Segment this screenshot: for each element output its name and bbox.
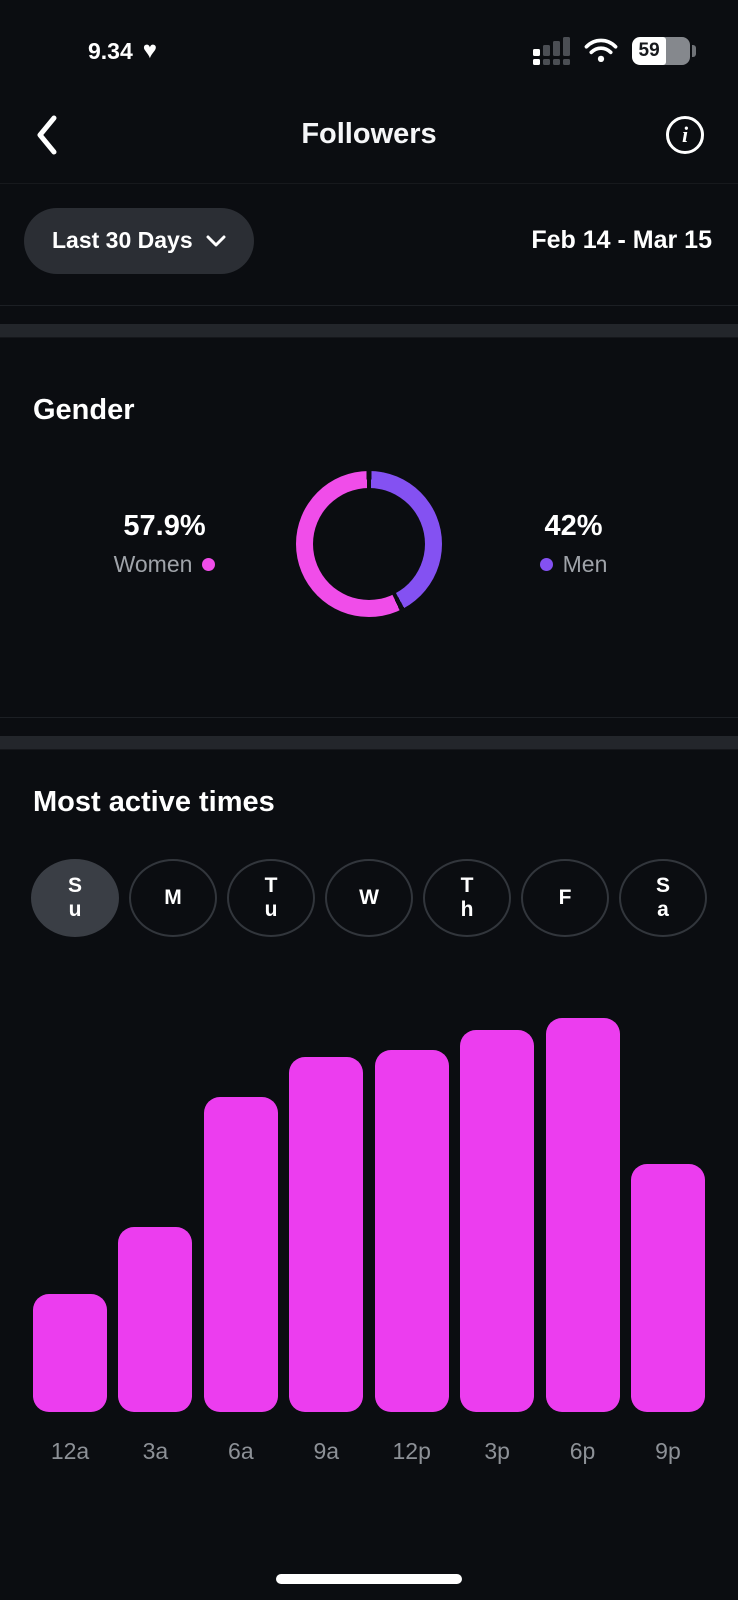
activity-bar <box>545 1018 620 1412</box>
day-pill-label: W <box>359 885 379 909</box>
day-pill-label: Tu <box>264 873 278 921</box>
gender-donut-hole <box>313 488 425 600</box>
day-pill-label: Sa <box>655 873 670 921</box>
bar-column-12p: 12p <box>374 1018 449 1465</box>
day-pill-sa[interactable]: Sa <box>619 859 707 937</box>
date-range-dropdown[interactable]: Last 30 Days <box>24 207 254 274</box>
gender-donut-chart <box>296 471 442 617</box>
cellular-signal-icon <box>533 37 570 65</box>
section-divider <box>0 717 738 750</box>
date-range-dropdown-label: Last 30 Days <box>52 227 193 253</box>
chevron-down-icon <box>206 235 226 246</box>
hour-axis-label: 9p <box>655 1438 681 1464</box>
activity-bar <box>33 1293 107 1412</box>
wifi-icon <box>584 38 618 63</box>
home-indicator[interactable] <box>276 1574 462 1584</box>
bar-column-3a: 3a <box>118 1018 193 1465</box>
filter-row: Last 30 Days Feb 14 - Mar 15 <box>0 184 738 305</box>
battery-icon: 59 <box>632 37 696 65</box>
most-active-times-title: Most active times <box>33 786 275 818</box>
day-pill-f[interactable]: F <box>521 859 609 937</box>
hour-axis-label: 12a <box>50 1438 90 1464</box>
activity-bar <box>630 1163 705 1412</box>
bar-column-9a: 9a <box>289 1018 364 1465</box>
bar-column-12a: 12a <box>33 1018 107 1465</box>
most-active-times-section: Most active times Su M Tu W Th F Sa 12a 3a 6a 9a 1… <box>0 750 738 1465</box>
battery-percent: 59 <box>632 37 667 65</box>
day-pill-tu[interactable]: Tu <box>227 859 315 937</box>
women-legend-dot <box>202 558 216 571</box>
bar-column-3p: 3p <box>460 1018 535 1465</box>
info-button[interactable]: i <box>666 115 704 154</box>
gender-section-title: Gender <box>33 394 135 426</box>
day-pill-label: Th <box>460 873 474 921</box>
status-bar: 9.34 ♥ 59 <box>0 0 738 86</box>
men-legend-dot <box>539 558 553 571</box>
hour-axis-label: 6p <box>569 1438 596 1464</box>
clock-time: 9.34 <box>88 37 133 64</box>
women-label: Women <box>113 551 193 577</box>
date-range-text: Feb 14 - Mar 15 <box>531 226 712 254</box>
page-title: Followers <box>301 118 437 150</box>
bar-column-9p: 9p <box>630 1018 705 1465</box>
hour-axis-label: 3a <box>142 1438 169 1464</box>
activity-bar <box>460 1029 535 1412</box>
day-pill-label: Su <box>67 873 82 921</box>
activity-bar <box>118 1226 193 1412</box>
day-pill-label: F <box>558 885 572 909</box>
day-pill-su[interactable]: Su <box>31 859 119 937</box>
men-stat: 42% Men <box>442 510 705 578</box>
men-label: Men <box>562 551 608 577</box>
status-icons: 59 <box>533 37 696 65</box>
activity-bar <box>203 1096 278 1412</box>
day-pill-w[interactable]: W <box>325 859 413 937</box>
heart-icon: ♥ <box>142 37 158 64</box>
hour-axis-label: 9a <box>313 1438 340 1464</box>
activity-bar <box>289 1057 364 1412</box>
women-percent: 57.9% <box>123 510 206 542</box>
gender-section: Gender 57.9% Women 42% Men <box>0 338 738 717</box>
women-stat: 57.9% Women <box>33 510 296 578</box>
section-divider <box>0 305 738 338</box>
activity-bar <box>374 1049 449 1412</box>
hourly-activity-bar-chart: 12a 3a 6a 9a 12p 3p 6p 9p <box>0 1018 738 1465</box>
day-pill-th[interactable]: Th <box>423 859 511 937</box>
day-pill-label: M <box>164 885 182 909</box>
day-pill-m[interactable]: M <box>129 859 217 937</box>
hour-axis-label: 12p <box>392 1438 431 1464</box>
bar-column-6a: 6a <box>203 1018 278 1465</box>
gender-chart-row: 57.9% Women 42% Men <box>33 471 705 617</box>
men-percent: 42% <box>544 510 603 542</box>
back-button[interactable] <box>34 109 78 161</box>
header: Followers i <box>0 86 738 184</box>
info-icon: i <box>681 121 689 147</box>
bar-column-6p: 6p <box>545 1018 620 1465</box>
hour-axis-label: 3p <box>484 1438 510 1464</box>
hour-axis-label: 6a <box>228 1438 254 1464</box>
day-selector: Su M Tu W Th F Sa <box>0 859 738 937</box>
chevron-left-icon <box>37 115 57 154</box>
status-time-group: 9.34 ♥ <box>88 38 157 65</box>
